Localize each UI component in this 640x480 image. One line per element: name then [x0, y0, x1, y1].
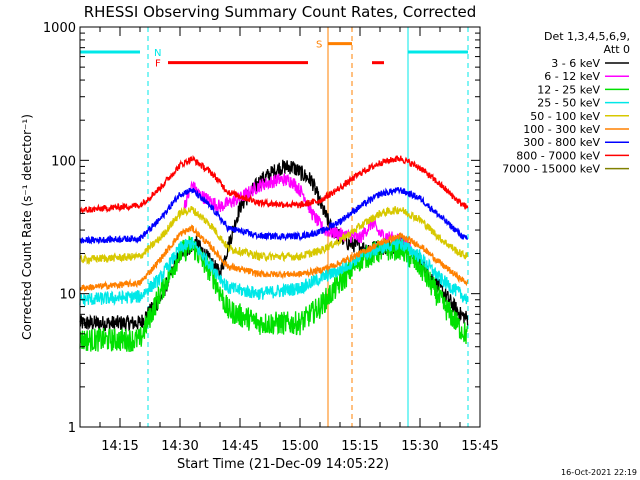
- legend-entry-label: 25 - 50 keV: [537, 97, 600, 110]
- saa-indicator-label: S: [316, 40, 322, 51]
- legend-header-line1: Det 1,3,4,5,6,9,: [544, 30, 630, 43]
- x-tick-label: 14:45: [221, 439, 258, 454]
- y-tick-label: 10: [59, 288, 76, 303]
- legend-header-line2: Att 0: [604, 43, 630, 56]
- series-line: [79, 154, 469, 214]
- x-tick-label: 15:30: [401, 439, 438, 454]
- y-axis-label: Corrected Count Rate (s⁻¹ detector⁻¹): [20, 114, 34, 340]
- x-axis-label: Start Time (21-Dec-09 14:05:22): [177, 457, 389, 472]
- x-tick-label: 14:30: [161, 439, 198, 454]
- plot-frame: [79, 26, 481, 428]
- series-layer: [79, 154, 469, 353]
- x-tick-label: 15:15: [341, 439, 378, 454]
- chart-title: RHESSI Observing Summary Count Rates, Co…: [84, 3, 477, 21]
- indicator-layer: NF S: [79, 27, 469, 427]
- x-tick-label: 15:45: [461, 439, 498, 454]
- generation-timestamp: 16-Oct-2021 22:19: [561, 468, 637, 477]
- x-axis: 14:15 14:30 14:45 15:00 15:15 15:30 15:45: [79, 27, 499, 454]
- series-line: [79, 205, 469, 266]
- x-tick-label: 15:00: [281, 439, 318, 454]
- x-tick-label: 14:15: [101, 439, 138, 454]
- flare-indicator-label: F: [155, 59, 161, 70]
- y-axis: 1 10 100 1000: [43, 21, 480, 436]
- legend-entry-label: 7000 - 15000 keV: [502, 163, 600, 176]
- y-tick-label: 100: [51, 154, 76, 169]
- series-line: [183, 172, 413, 255]
- y-tick-label: 1000: [43, 21, 76, 36]
- legend-entry-label: 6 - 12 keV: [544, 70, 600, 83]
- series-line: [79, 224, 469, 292]
- legend-entry-label: 12 - 25 keV: [537, 83, 600, 96]
- night-indicator-label: N: [154, 48, 161, 59]
- legend-entry-label: 800 - 7000 keV: [516, 149, 600, 162]
- y-tick-label: 1: [68, 421, 76, 436]
- series-line: [79, 186, 468, 245]
- legend-entry-label: 3 - 6 keV: [551, 57, 600, 70]
- legend-entry-label: 50 - 100 keV: [530, 110, 600, 123]
- series-line: [79, 237, 469, 307]
- legend-entry-label: 300 - 800 keV: [523, 136, 600, 149]
- legend-entry-label: 100 - 300 keV: [523, 123, 600, 136]
